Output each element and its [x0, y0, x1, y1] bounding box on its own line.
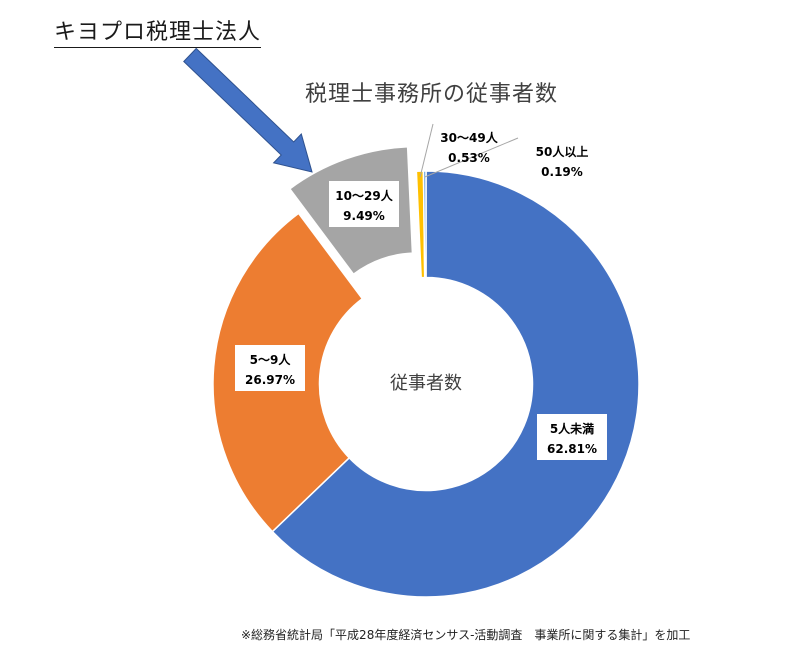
- data-label-4: 30〜49人 0.53%: [440, 130, 498, 165]
- slice-1: [271, 170, 640, 598]
- leader-line: [419, 123, 434, 178]
- data-label-5: 50人以上 0.19%: [536, 144, 589, 179]
- data-label-value: 26.97%: [245, 373, 295, 387]
- data-label-value: 62.81%: [547, 442, 597, 456]
- brand-name: キヨプロ税理士法人: [54, 14, 262, 48]
- data-label-category: 10〜29人: [335, 188, 393, 203]
- source-note: ※総務省統計局「平成28年度経済センサス-活動調査 事業所に関する集計」を加工: [241, 628, 691, 642]
- data-label-3: 10〜29人 9.49%: [329, 181, 399, 227]
- data-label-category: 30〜49人: [440, 130, 498, 145]
- data-label-box: [537, 414, 607, 460]
- data-label-value: 0.19%: [541, 165, 583, 179]
- data-label-category: 50人以上: [536, 144, 589, 159]
- leader-line: [424, 137, 519, 178]
- data-label-box: [235, 345, 305, 391]
- data-label-1: 5人未満 62.81%: [537, 414, 607, 460]
- chart-title: 税理士事務所の従事者数: [305, 82, 559, 107]
- data-label-category: 5人未満: [550, 421, 594, 436]
- slice-5: [422, 170, 427, 279]
- data-label-value: 0.53%: [448, 151, 490, 165]
- arrow-icon: [183, 47, 313, 173]
- data-label-2: 5〜9人 26.97%: [235, 345, 305, 391]
- arrow-shape: [183, 47, 313, 173]
- data-label-value: 9.49%: [343, 209, 385, 223]
- data-label-box: [329, 181, 399, 227]
- data-label-category: 5〜9人: [250, 352, 292, 367]
- center-label: 従事者数: [390, 373, 462, 394]
